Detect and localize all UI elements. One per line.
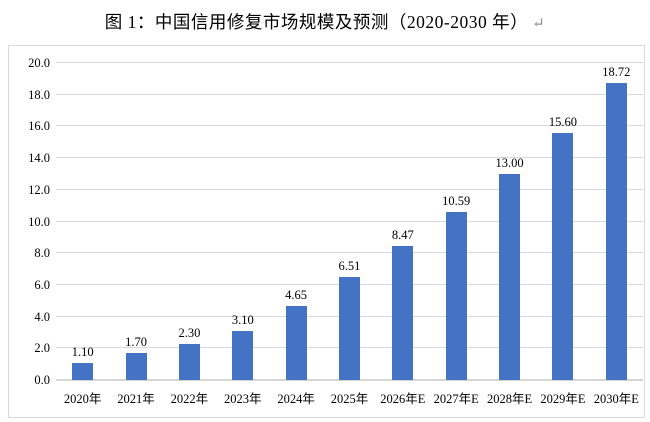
- bar-value-label: 6.51: [338, 258, 361, 273]
- x-tick-label: 2026年E: [380, 392, 426, 406]
- bar: [72, 362, 94, 380]
- chart-frame: 0.0 2.0 4.0 6.0 8.0 10.0 12.0 14.0 16.0 18.0 20.0 …: [8, 45, 645, 418]
- x-tick-label: 2029年E: [540, 392, 586, 406]
- x-tick-label: 2024年: [277, 392, 315, 406]
- bar: [285, 306, 307, 380]
- bar-value-label: 2.30: [178, 325, 201, 340]
- bar-value-label: 4.65: [285, 288, 308, 303]
- bar-value-label: 8.47: [391, 227, 414, 242]
- y-tick-label: 16.0: [28, 119, 50, 134]
- x-tick-label: 2020年: [63, 392, 102, 406]
- x-tick-label: 2022年: [170, 392, 209, 406]
- y-tick-label: 12.0: [28, 182, 50, 197]
- bar: [125, 353, 147, 380]
- gridline: [56, 93, 643, 95]
- plot-area: 1.10 1.70 2.30 3.10 4.65 6.51 8.47 10.59 13.00 15…: [56, 63, 643, 380]
- gridline: [56, 220, 643, 222]
- bar-group: 6.51: [323, 63, 376, 380]
- y-tick-label: 4.0: [34, 309, 50, 324]
- bar-value-label: 10.59: [442, 194, 471, 209]
- bar-value-label: 1.70: [125, 335, 147, 350]
- bar-group: 3.10: [216, 63, 269, 380]
- bar: [499, 173, 521, 380]
- x-tick-label: 2028年E: [486, 392, 533, 406]
- bar-group: 1.70: [109, 63, 162, 380]
- bar-group: 10.59: [430, 63, 483, 380]
- paragraph-return-mark: ↵: [532, 16, 546, 32]
- bar-group: 1.10: [56, 63, 109, 380]
- y-tick-label: 10.0: [28, 214, 50, 229]
- y-tick-label: 0.0: [34, 373, 50, 387]
- chart-title-text: 图 1：中国信用修复市场规模及预测（2020-2030 年）: [104, 12, 529, 32]
- bar-group: 18.72: [590, 63, 643, 380]
- bar-group: 13.00: [483, 63, 536, 380]
- y-tick-label: 2.0: [34, 341, 50, 356]
- bar-value-label: 1.10: [71, 344, 94, 359]
- y-tick-label: 6.0: [34, 277, 50, 292]
- gridline: [56, 252, 643, 254]
- x-tick-label: 2030年E: [593, 392, 639, 406]
- x-axis: 2020年 2021年 2022年 2023年 2024年 2025年 2026年E 2027…: [56, 388, 643, 407]
- y-tick-label: 18.0: [28, 87, 50, 102]
- bar-group: 8.47: [376, 63, 429, 380]
- x-axis-line: [56, 379, 643, 381]
- x-tick-label: 2021年: [117, 392, 155, 406]
- bar: [178, 343, 200, 380]
- y-tick-label: 8.0: [34, 246, 50, 261]
- y-tick-label: 20.0: [28, 56, 50, 70]
- gridline: [56, 62, 643, 63]
- gridline: [56, 188, 643, 190]
- x-tick-label: 2023年: [224, 392, 262, 406]
- bar: [605, 83, 627, 380]
- bar: [392, 245, 414, 380]
- bar-value-label: 18.72: [602, 65, 631, 80]
- bar-value-label: 13.00: [495, 155, 524, 170]
- bar-value-label: 15.60: [548, 114, 577, 129]
- bar: [445, 212, 467, 380]
- x-tick-label: 2027年E: [433, 392, 479, 406]
- bar-group: 4.65: [269, 63, 322, 380]
- gridline: [56, 157, 643, 159]
- x-tick-label: 2025年: [330, 392, 369, 406]
- y-tick-label: 14.0: [28, 151, 50, 166]
- chart-title: 图 1：中国信用修复市场规模及预测（2020-2030 年） ↵: [0, 9, 650, 34]
- bar-group: 2.30: [163, 63, 216, 380]
- bar: [232, 330, 254, 380]
- bar-group: 15.60: [536, 63, 589, 380]
- gridline: [56, 125, 643, 127]
- bar: [338, 276, 360, 380]
- bar: [552, 132, 574, 380]
- bar-value-label: 3.10: [231, 312, 254, 327]
